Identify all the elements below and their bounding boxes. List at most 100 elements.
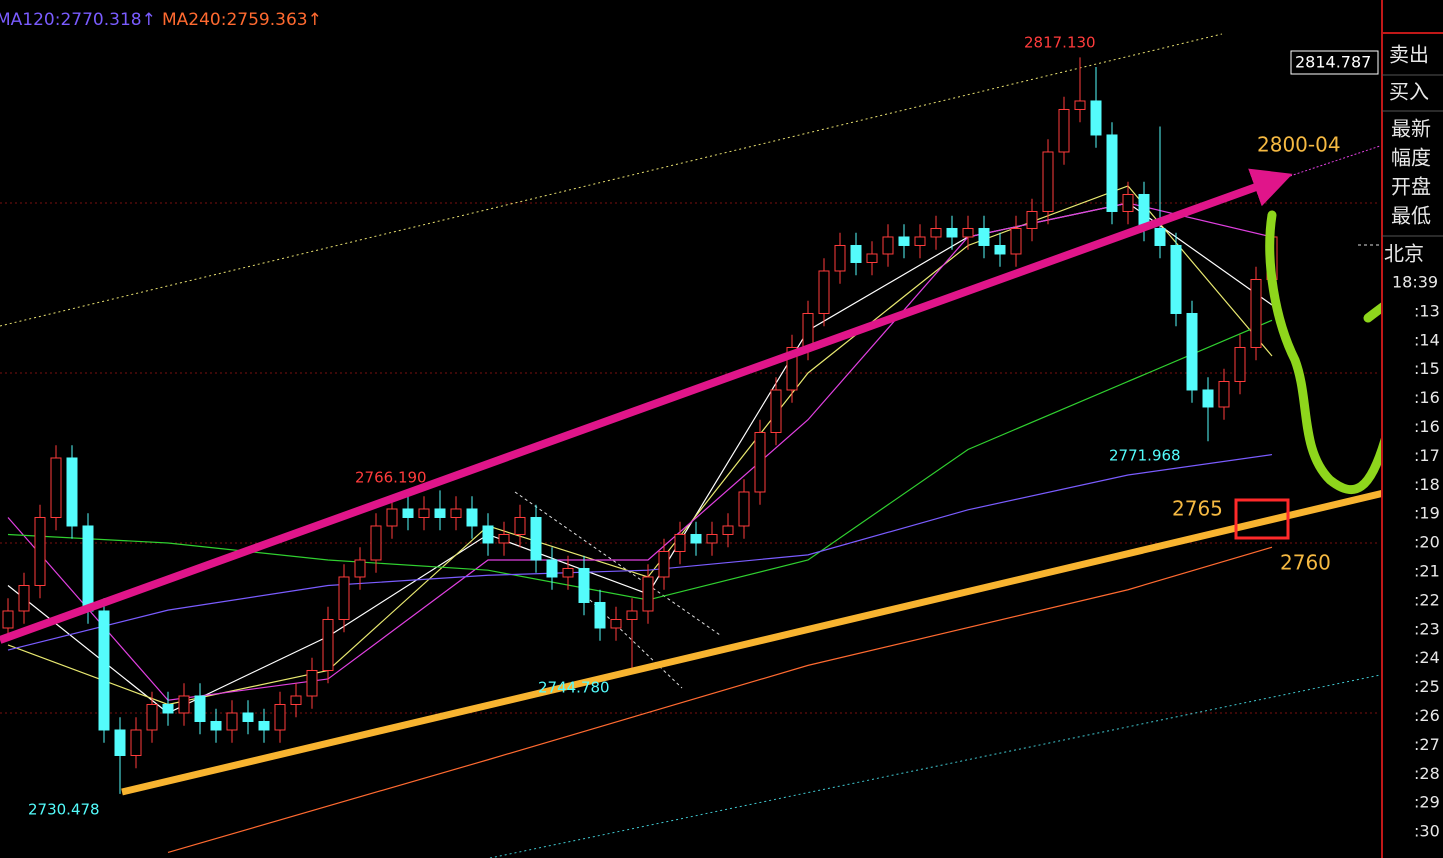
- candle-body: [1170, 244, 1182, 314]
- time-label: :22: [1414, 590, 1440, 609]
- candle-body: [562, 567, 574, 578]
- candle-body: [306, 669, 318, 697]
- candle-body: [258, 720, 270, 731]
- low-label: 2730.478: [28, 801, 100, 819]
- candle-body: [690, 533, 702, 544]
- candle-body: [338, 576, 350, 620]
- candle-body: [386, 508, 398, 527]
- time-label: :20: [1414, 533, 1440, 552]
- candle-body: [914, 236, 926, 246]
- candle-body: [1234, 346, 1246, 382]
- candle-body: [178, 695, 190, 714]
- candle-body: [898, 236, 910, 246]
- candle-body: [770, 389, 782, 433]
- candle-body: [322, 618, 334, 671]
- high-label: 2766.190: [355, 469, 427, 487]
- candle-body: [1026, 210, 1038, 229]
- candle-body: [402, 508, 414, 518]
- quote-label: 买入: [1389, 80, 1429, 104]
- city-label: 北京: [1384, 242, 1424, 266]
- candle-body: [658, 550, 670, 578]
- quote-label: 最低: [1391, 204, 1431, 228]
- candle-body: [98, 610, 110, 731]
- target-label: 2765: [1172, 497, 1223, 521]
- time-label: :30: [1414, 822, 1440, 841]
- candle-body: [1090, 100, 1102, 136]
- time-label: :18: [1414, 475, 1440, 494]
- time-label: :19: [1414, 504, 1440, 523]
- candle-body: [946, 227, 958, 238]
- legend-entry: MA120:2770.318↑: [0, 10, 156, 30]
- candle-body: [530, 516, 542, 561]
- time-label: :24: [1414, 648, 1440, 667]
- time-label: :21: [1414, 562, 1440, 581]
- candle-body: [114, 729, 126, 756]
- candle-body: [1058, 108, 1070, 153]
- candle-body: [1154, 227, 1166, 246]
- candle-body: [546, 559, 558, 578]
- time-label: :27: [1414, 735, 1440, 754]
- candle-body: [34, 516, 46, 586]
- ma-line: [167, 546, 1273, 853]
- price-labels: 2817.130 2766.190 2744.780 2730.478 2771…: [28, 34, 1379, 819]
- candle-body: [1106, 134, 1118, 212]
- candle-body: [642, 576, 654, 612]
- target-label: 2800-04: [1257, 133, 1341, 157]
- candle-body: [818, 270, 830, 314]
- candle-body: [994, 244, 1006, 255]
- candle-body: [498, 533, 510, 544]
- support-arrow: [121, 474, 1426, 796]
- panel-bg: [1382, 0, 1443, 858]
- time-label: :23: [1414, 619, 1440, 638]
- candle-body: [882, 236, 894, 255]
- candle-body: [706, 533, 718, 544]
- candle-body: [242, 712, 254, 722]
- candle-body: [802, 312, 814, 348]
- time-label: :16: [1414, 417, 1440, 436]
- time-label: :26: [1414, 706, 1440, 725]
- legend-entry: MA240:2759.363↑: [162, 10, 322, 30]
- candle-body: [722, 525, 734, 535]
- time-label: :17: [1414, 446, 1440, 465]
- candle-body: [738, 491, 750, 527]
- candle-body: [2, 610, 14, 629]
- time-label: :14: [1414, 330, 1440, 349]
- candle-body: [978, 227, 990, 246]
- candle-body: [354, 559, 366, 578]
- trend-arrow: [0, 168, 1293, 644]
- candle-body: [1202, 389, 1214, 408]
- time-label: :28: [1414, 764, 1440, 783]
- candle-body: [482, 525, 494, 544]
- candle-body: [866, 253, 878, 263]
- candle-body: [290, 695, 302, 705]
- candle-body: [162, 703, 174, 714]
- candle-body: [514, 516, 526, 535]
- time-label: :15: [1414, 359, 1440, 378]
- candle-body: [754, 431, 766, 493]
- high-label: 2817.130: [1024, 34, 1096, 52]
- time-label: :16: [1414, 388, 1440, 407]
- current-price: 2814.787: [1295, 53, 1371, 72]
- ma-legend: MA120:2770.318↑ MA240:2759.363↑: [0, 10, 322, 30]
- candle-body: [1010, 227, 1022, 255]
- candle-body: [610, 618, 622, 629]
- candle-body: [1186, 312, 1198, 391]
- time-label: :29: [1414, 793, 1440, 812]
- candle-body: [962, 227, 974, 238]
- quote-label: 幅度: [1391, 146, 1431, 170]
- candle-body: [834, 244, 846, 272]
- candle-body: [82, 525, 94, 612]
- candle-body: [450, 508, 462, 518]
- candle-body: [1250, 278, 1262, 348]
- target-label: 2760: [1280, 551, 1331, 575]
- time-label: :25: [1414, 677, 1440, 696]
- candle-body: [370, 525, 382, 561]
- candle-body: [130, 729, 142, 756]
- quote-label: 卖出: [1389, 43, 1429, 67]
- candle-body: [594, 601, 606, 629]
- candle-body: [466, 508, 478, 527]
- side-panel: 卖出 买入 最新 幅度 开盘 最低 北京 18:39:13:14:15:16:1…: [1381, 0, 1443, 858]
- candle-body: [1042, 151, 1054, 212]
